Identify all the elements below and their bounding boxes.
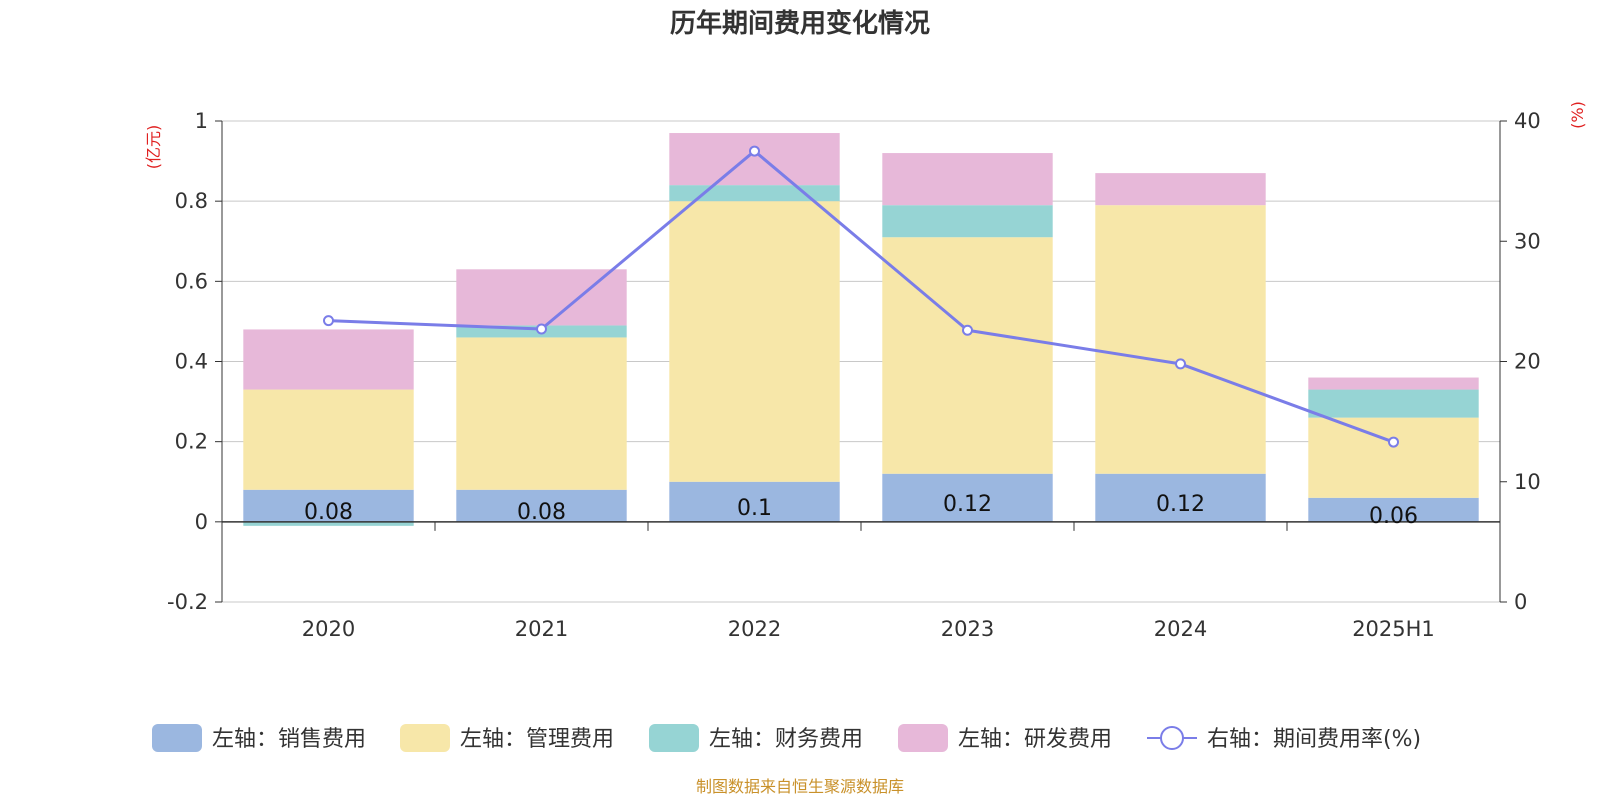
bar-admin <box>1095 205 1266 474</box>
legend: 左轴：销售费用 左轴：管理费用 左轴：财务费用 左轴：研发费用 右轴：期间费用率(%) <box>152 724 1421 752</box>
right-axis-unit: (%) <box>1568 101 1587 129</box>
legend-label-rate: 右轴：期间费用率(%) <box>1207 727 1421 752</box>
bar-admin <box>243 389 414 490</box>
bar-sales <box>1308 497 1479 522</box>
data-label: 0.08 <box>304 500 353 525</box>
x-tick-label: 2023 <box>941 617 994 641</box>
source-note: 制图数据来自恒生聚源数据库 <box>696 777 904 796</box>
x-tick-label: 2020 <box>302 617 355 641</box>
left-tick-label: 0.4 <box>175 350 208 374</box>
legend-label-finance: 左轴：财务费用 <box>709 727 863 752</box>
rate-point <box>536 323 547 335</box>
bar-rd <box>1095 173 1266 206</box>
bar-rd <box>669 133 840 186</box>
right-tick-label: 10 <box>1514 470 1541 494</box>
legend-swatch-admin <box>400 724 450 752</box>
bar-finance <box>1308 389 1479 418</box>
left-axis-unit: (亿元) <box>144 125 163 170</box>
left-tick-label: -0.2 <box>167 590 208 614</box>
legend-swatch-sales <box>152 724 202 752</box>
data-labels: 0.08 0.08 0.1 0.12 0.12 0.06 <box>304 492 1418 529</box>
left-tick-label: 0.8 <box>175 189 208 213</box>
x-tick-label: 2022 <box>728 617 781 641</box>
rate-point <box>1175 358 1186 370</box>
chart-title: 历年期间费用变化情况 <box>670 8 930 39</box>
bar-admin <box>669 201 840 482</box>
legend-label-rd: 左轴：研发费用 <box>958 727 1112 752</box>
right-tick-label: 0 <box>1514 590 1527 614</box>
x-tick-label: 2024 <box>1154 617 1207 641</box>
data-label: 0.12 <box>1156 492 1205 517</box>
legend-swatch-finance <box>649 724 699 752</box>
x-tick-label: 2021 <box>515 617 568 641</box>
bar-sales <box>669 481 840 522</box>
bar-finance <box>243 521 414 526</box>
rate-point <box>962 324 973 336</box>
bar-rd <box>1308 377 1479 390</box>
data-label: 0.06 <box>1369 504 1418 529</box>
left-tick-label: 1 <box>195 109 208 133</box>
bar-sales <box>1095 473 1266 522</box>
bar-admin <box>1308 417 1479 498</box>
left-tick-label: 0.2 <box>175 430 208 454</box>
bar-finance <box>669 185 840 202</box>
bar-sales <box>243 489 414 522</box>
bar-sales <box>456 489 627 522</box>
bar-admin <box>456 337 627 490</box>
right-tick-label: 20 <box>1514 350 1541 374</box>
legend-swatch-rate-marker <box>1160 726 1184 750</box>
rate-point <box>1388 436 1399 448</box>
left-tick-label: 0.6 <box>175 269 208 293</box>
rate-point <box>749 145 760 157</box>
rate-point <box>323 315 334 327</box>
x-tick-label: 2025H1 <box>1352 617 1435 641</box>
bar-admin <box>882 237 1053 474</box>
left-tick-label: 0 <box>195 510 208 534</box>
right-tick-label: 40 <box>1514 109 1541 133</box>
bar-finance <box>882 205 1053 238</box>
right-tick-label: 30 <box>1514 229 1541 253</box>
bar-series <box>243 133 1479 526</box>
bar-rd <box>243 329 414 390</box>
legend-swatch-rd <box>898 724 948 752</box>
grid-lines <box>222 120 1500 603</box>
bar-rd <box>456 269 627 326</box>
data-label: 0.12 <box>943 492 992 517</box>
legend-label-sales: 左轴：销售费用 <box>212 727 366 752</box>
data-label: 0.08 <box>517 500 566 525</box>
data-label: 0.1 <box>737 496 772 521</box>
bar-rd <box>882 153 1053 206</box>
rate-line <box>328 149 1395 444</box>
rate-line-series <box>323 145 1399 448</box>
legend-label-admin: 左轴：管理费用 <box>460 727 614 752</box>
bar-sales <box>882 473 1053 522</box>
